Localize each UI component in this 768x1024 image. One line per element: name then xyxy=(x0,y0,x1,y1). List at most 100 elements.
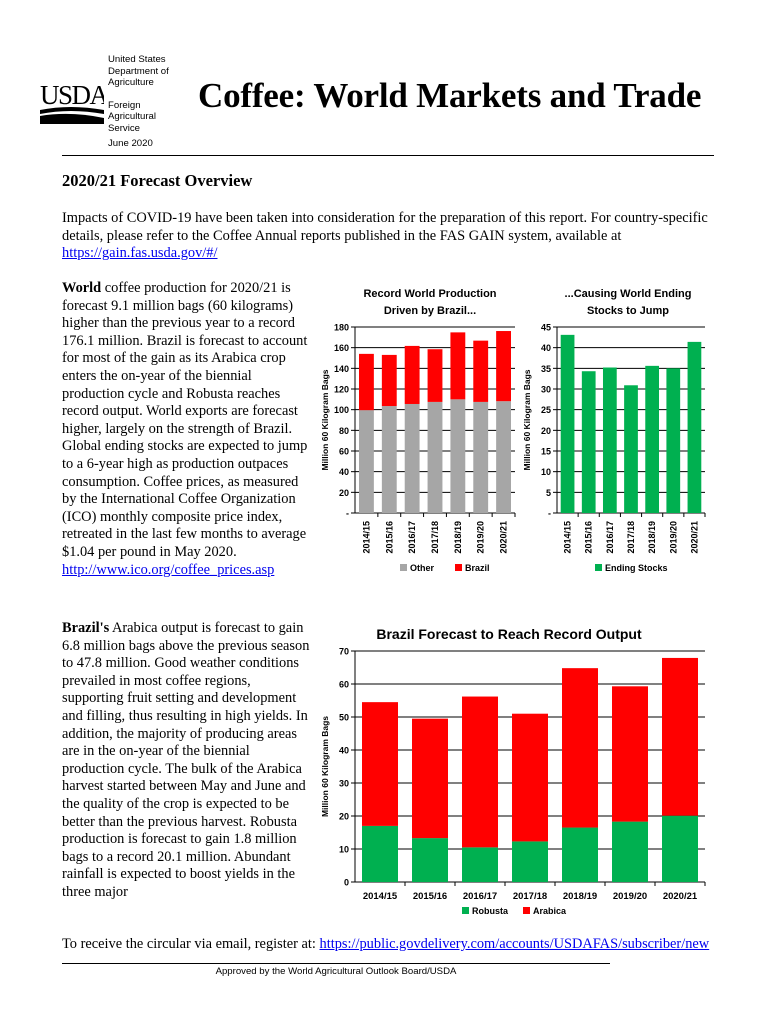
approval-note: Approved by the World Agricultural Outlo… xyxy=(215,966,457,977)
y-tick-label: 60 xyxy=(339,680,349,690)
bar-robusta xyxy=(512,841,548,882)
x-tick-label: 2018/19 xyxy=(453,521,463,554)
chart-title: Record World Production xyxy=(363,288,496,300)
section-title: 2020/21 Forecast Overview xyxy=(62,171,253,190)
paragraph-lead: Brazil's xyxy=(62,620,110,636)
x-tick-label: 2017/18 xyxy=(513,891,547,902)
y-tick-label: 10 xyxy=(339,845,349,855)
paragraph-text: Arabica output is forecast to gain 6.8 m… xyxy=(62,620,310,900)
x-tick-label: 2015/16 xyxy=(584,521,594,554)
y-tick-label: 120 xyxy=(334,385,349,395)
footer-subscribe: To receive the circular via email, regis… xyxy=(62,936,709,953)
bar-robusta xyxy=(462,847,498,882)
legend-swatch xyxy=(455,564,462,571)
y-tick-label: 0 xyxy=(344,878,349,888)
agency-line: Service xyxy=(108,122,140,134)
agency-line: Agriculture xyxy=(108,77,154,88)
bar-ending-stocks xyxy=(687,341,702,513)
bar-brazil xyxy=(381,354,397,407)
bar-other xyxy=(450,399,466,513)
x-tick-label: 2019/20 xyxy=(668,521,678,554)
y-tick-label: 140 xyxy=(334,364,349,374)
bar-arabica xyxy=(462,696,498,848)
bar-ending-stocks xyxy=(666,368,681,513)
intro-paragraph: Impacts of COVID-19 have been taken into… xyxy=(62,210,712,263)
intro-text: Impacts of COVID-19 have been taken into… xyxy=(62,210,708,244)
x-tick-label: 2018/19 xyxy=(647,521,657,554)
x-tick-label: 2014/15 xyxy=(361,521,371,554)
bar-brazil xyxy=(359,353,374,411)
y-tick-label: - xyxy=(548,509,551,519)
bar-brazil xyxy=(450,332,466,400)
y-tick-label: - xyxy=(346,509,349,519)
bar-arabica xyxy=(512,713,548,842)
chart-1: Record World Production Driven by Brazil.… xyxy=(320,288,516,573)
bar-ending-stocks xyxy=(581,371,596,513)
footer-divider xyxy=(62,963,610,964)
y-tick-label: 45 xyxy=(541,323,551,333)
y-tick-label: 50 xyxy=(339,713,349,723)
chart-3: Brazil Forecast to Reach Record Output 0 1… xyxy=(320,626,706,916)
x-tick-label: 2017/18 xyxy=(430,521,440,554)
bar-arabica xyxy=(362,702,398,826)
y-tick-label: 40 xyxy=(339,746,349,756)
x-tick-label: 2019/20 xyxy=(613,891,647,902)
y-tick-label: 180 xyxy=(334,323,349,333)
y-axis-label: Million 60 Kilogram Bags xyxy=(320,716,330,817)
bar-other xyxy=(427,401,443,513)
bar-robusta xyxy=(612,821,648,882)
chart-title: Driven by Brazil... xyxy=(384,305,476,317)
footer-text: To receive the circular via email, regis… xyxy=(62,936,320,952)
brazil-paragraph: Brazil's Arabica output is forecast to g… xyxy=(62,620,314,902)
usda-logo: USDA xyxy=(40,80,111,129)
ico-link[interactable]: http://www.ico.org/coffee_prices.asp xyxy=(62,561,275,578)
y-tick-label: 80 xyxy=(339,426,349,436)
svg-text:USDA: USDA xyxy=(40,80,104,110)
bar-ending-stocks xyxy=(645,365,660,513)
bar-ending-stocks xyxy=(624,385,638,513)
bar-other xyxy=(496,401,511,513)
x-tick-label: 2016/17 xyxy=(605,521,615,554)
chart-2: ...Causing World Ending Stocks to Jump - 5 1… xyxy=(522,288,706,573)
x-tick-label: 2020/21 xyxy=(689,521,699,554)
y-tick-label: 160 xyxy=(334,343,349,353)
x-tick-label: 2014/15 xyxy=(563,521,573,554)
agency-line: United States xyxy=(108,54,166,65)
header-divider xyxy=(62,155,714,156)
legend-label: Ending Stocks xyxy=(605,563,668,573)
bar-other xyxy=(381,406,397,513)
bar-brazil xyxy=(496,331,511,402)
gain-link[interactable]: https://gain.fas.usda.gov/#/ xyxy=(62,245,218,262)
chart-title: ...Causing World Ending xyxy=(565,288,692,300)
bar-other xyxy=(359,410,374,513)
y-axis-label: Million 60 Kilogram Bags xyxy=(522,369,532,470)
x-tick-label: 2020/21 xyxy=(663,891,698,902)
y-tick-label: 20 xyxy=(541,426,551,436)
bar-ending-stocks xyxy=(602,367,617,513)
bar-arabica xyxy=(562,668,598,828)
y-tick-label: 20 xyxy=(339,488,349,498)
x-tick-label: 2019/20 xyxy=(476,521,486,554)
paragraph-text: coffee production for 2020/21 is forecas… xyxy=(62,280,308,560)
x-tick-label: 2014/15 xyxy=(363,891,398,902)
y-tick-label: 10 xyxy=(541,467,551,477)
bar-robusta xyxy=(362,825,398,882)
bar-arabica xyxy=(612,686,648,822)
x-tick-label: 2018/19 xyxy=(563,891,597,902)
legend-label: Brazil xyxy=(465,563,490,573)
paragraph-lead: World xyxy=(62,280,102,296)
bar-other xyxy=(404,403,420,513)
x-tick-label: 2015/16 xyxy=(384,521,394,554)
report-date: June 2020 xyxy=(108,138,153,149)
bar-robusta xyxy=(662,815,698,882)
agency-info: United States Department of Agriculture … xyxy=(108,54,169,150)
bar-other xyxy=(473,401,489,513)
y-tick-label: 40 xyxy=(339,467,349,477)
y-tick-label: 30 xyxy=(339,779,349,789)
x-tick-label: 2015/16 xyxy=(413,891,447,902)
legend-label: Arabica xyxy=(533,906,567,916)
subscribe-link[interactable]: https://public.govdelivery.com/accounts/… xyxy=(319,936,710,952)
legend-swatch xyxy=(595,564,602,571)
y-tick-label: 30 xyxy=(541,385,551,395)
